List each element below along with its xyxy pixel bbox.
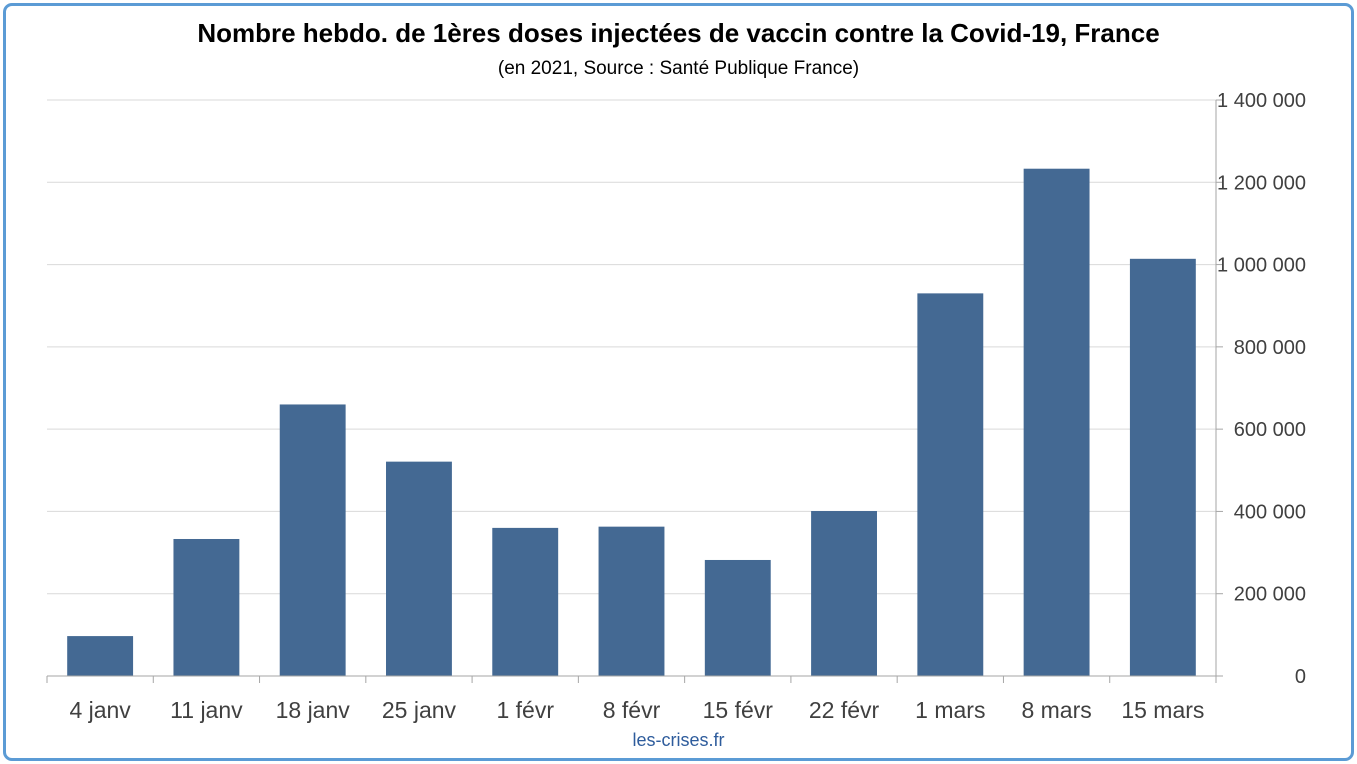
y-tick-label: 1 200 000 (1217, 172, 1306, 194)
x-tick-label: 1 févr (496, 697, 554, 723)
x-tick-label: 4 janv (69, 697, 131, 723)
bar (279, 404, 346, 676)
y-tick-label: 400 000 (1234, 501, 1306, 523)
x-tick-label: 25 janv (382, 697, 457, 723)
y-tick-label: 800 000 (1234, 337, 1306, 359)
y-tick-label: 0 (1295, 666, 1306, 688)
x-tick-label: 8 févr (603, 697, 661, 723)
chart-subtitle: (en 2021, Source : Santé Publique France… (497, 58, 860, 79)
y-tick-label: 600 000 (1234, 419, 1306, 441)
bar (492, 527, 559, 676)
chart-title: Nombre hebdo. de 1ères doses injectées d… (197, 18, 1160, 48)
bar (704, 559, 771, 676)
bar (67, 636, 134, 676)
bar (386, 461, 452, 676)
bar (1129, 258, 1196, 676)
x-tick-label: 15 févr (703, 697, 774, 723)
gridlines (47, 99, 1216, 595)
bar (173, 538, 240, 676)
bar (917, 293, 984, 676)
bar (1023, 168, 1090, 677)
axes (46, 99, 1223, 683)
source-watermark: les-crises.fr (632, 730, 725, 750)
x-tick-label: 22 févr (809, 697, 880, 723)
bar (598, 526, 665, 676)
x-tick-label: 18 janv (276, 697, 351, 723)
bars (67, 168, 1196, 677)
y-tick-label: 200 000 (1234, 584, 1306, 606)
x-tick-label: 11 janv (170, 697, 243, 723)
x-tick-label: 1 mars (915, 697, 985, 723)
tick-labels: 0 200 000 400 000 600 000 800 000 1 000 000 1 … (69, 90, 1306, 723)
bar (811, 511, 877, 676)
y-tick-label: 1 400 000 (1217, 90, 1306, 112)
x-tick-label: 15 mars (1121, 697, 1204, 723)
y-tick-label: 1 000 000 (1217, 255, 1306, 277)
x-tick-label: 8 mars (1021, 697, 1091, 723)
